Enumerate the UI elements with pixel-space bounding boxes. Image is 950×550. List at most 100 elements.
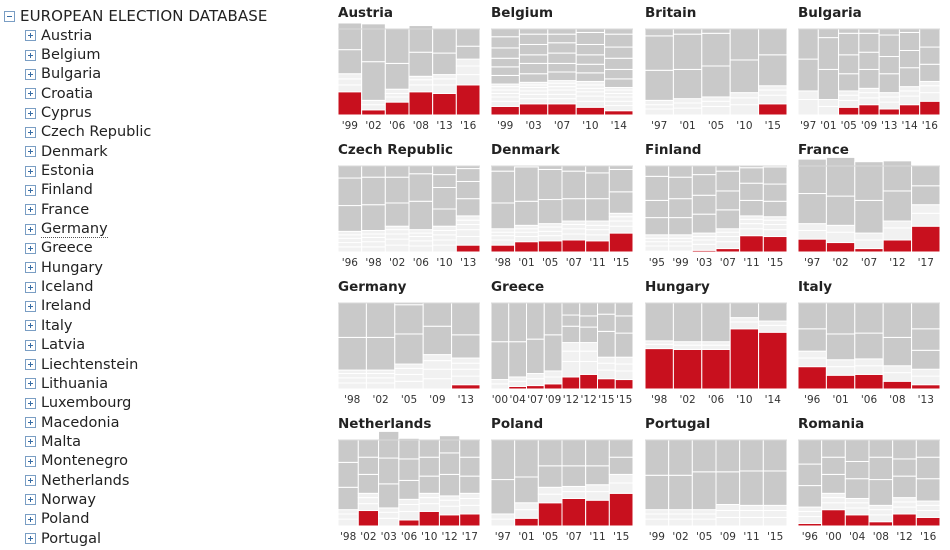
bar-'99[interactable] (337, 22, 363, 116)
bar-'12[interactable] (561, 302, 581, 390)
expand-icon[interactable] (25, 262, 36, 274)
bar-'16[interactable] (455, 28, 481, 116)
bar-'17[interactable] (911, 165, 941, 253)
bar-'99[interactable] (668, 165, 693, 253)
tree-item-ireland[interactable]: Ireland (4, 297, 324, 316)
expand-icon[interactable] (25, 320, 36, 332)
tree-item-malta[interactable]: Malta (4, 432, 324, 451)
bar-'13[interactable] (911, 302, 941, 390)
bar-'09[interactable] (858, 28, 880, 116)
bar-'10[interactable] (575, 28, 606, 116)
bar-'08[interactable] (408, 25, 434, 116)
bar-'10[interactable] (432, 165, 457, 253)
bar-'16[interactable] (915, 439, 941, 527)
bar-'14[interactable] (758, 302, 788, 390)
collapse-icon[interactable] (4, 10, 15, 22)
tree-item-luxembourg[interactable]: Luxembourg (4, 394, 324, 413)
bar-'98[interactable] (644, 302, 674, 390)
bar-'10[interactable] (729, 302, 760, 390)
expand-icon[interactable] (25, 281, 36, 293)
tree-item-cyprus[interactable]: Cyprus (4, 103, 324, 122)
expand-icon[interactable] (25, 242, 36, 254)
bar-'15[interactable] (762, 439, 788, 527)
bar-'00[interactable] (490, 302, 510, 390)
bar-'05[interactable] (537, 165, 563, 253)
tree-item-finland[interactable]: Finland (4, 181, 324, 200)
bar-'10[interactable] (729, 28, 760, 116)
bar-'03[interactable] (518, 28, 549, 116)
expand-icon[interactable] (25, 494, 36, 506)
bar-'15[interactable] (762, 165, 788, 253)
bar-'15[interactable] (614, 302, 634, 390)
bar-'07[interactable] (561, 165, 587, 253)
expand-icon[interactable] (25, 126, 36, 138)
bar-'02[interactable] (357, 439, 380, 527)
expand-icon[interactable] (25, 204, 36, 216)
tree-item-denmark[interactable]: Denmark (4, 142, 324, 161)
bar-'11[interactable] (739, 439, 764, 527)
bar-'99[interactable] (490, 28, 520, 116)
bar-'15[interactable] (758, 28, 788, 116)
bar-'07[interactable] (561, 439, 587, 527)
tree-root[interactable]: EUROPEAN ELECTION DATABASE (4, 6, 324, 26)
tree-item-greece[interactable]: Greece (4, 239, 324, 258)
expand-icon[interactable] (25, 49, 36, 61)
tree-item-croatia[interactable]: Croatia (4, 84, 324, 103)
expand-icon[interactable] (25, 436, 36, 448)
bar-'12[interactable] (892, 439, 917, 527)
expand-icon[interactable] (25, 300, 36, 312)
bar-'09[interactable] (422, 302, 453, 390)
bar-'15[interactable] (608, 439, 634, 527)
bar-'98[interactable] (490, 165, 516, 253)
bar-'08[interactable] (882, 302, 913, 390)
tree-item-montenegro[interactable]: Montenegro (4, 452, 324, 471)
bar-'06[interactable] (408, 165, 434, 253)
bar-'17[interactable] (459, 439, 481, 527)
bar-'04[interactable] (844, 439, 870, 527)
expand-icon[interactable] (25, 513, 36, 525)
bar-'11[interactable] (585, 165, 610, 253)
bar-'11[interactable] (739, 165, 764, 253)
bar-'13[interactable] (878, 28, 900, 116)
expand-icon[interactable] (25, 533, 36, 545)
expand-icon[interactable] (25, 475, 36, 487)
tree-item-poland[interactable]: Poland (4, 510, 324, 529)
bar-'13[interactable] (432, 28, 457, 116)
bar-'02[interactable] (825, 156, 856, 253)
bar-'06[interactable] (398, 437, 420, 527)
tree-item-liechtenstein[interactable]: Liechtenstein (4, 355, 324, 374)
expand-icon[interactable] (25, 107, 36, 119)
bar-'16[interactable] (919, 28, 941, 116)
bar-'00[interactable] (821, 439, 846, 527)
bar-'02[interactable] (361, 23, 386, 116)
expand-icon[interactable] (25, 30, 36, 42)
expand-icon[interactable] (25, 184, 36, 196)
tree-item-norway[interactable]: Norway (4, 490, 324, 509)
bar-'96[interactable] (797, 439, 823, 527)
bar-'06[interactable] (854, 302, 884, 390)
tree-item-italy[interactable]: Italy (4, 316, 324, 335)
tree-item-lithuania[interactable]: Lithuania (4, 374, 324, 393)
bar-'09[interactable] (543, 302, 563, 390)
bar-'13[interactable] (451, 302, 481, 390)
bar-'01[interactable] (514, 165, 539, 253)
bar-'01[interactable] (817, 28, 840, 116)
bar-'96[interactable] (797, 302, 827, 390)
bar-'10[interactable] (418, 439, 440, 527)
bar-'12[interactable] (579, 302, 598, 390)
tree-item-iceland[interactable]: Iceland (4, 277, 324, 296)
bar-'03[interactable] (691, 165, 717, 253)
expand-icon[interactable] (25, 359, 36, 371)
expand-icon[interactable] (25, 455, 36, 467)
bar-'08[interactable] (868, 439, 894, 527)
bar-'98[interactable] (361, 165, 386, 253)
tree-item-bulgaria[interactable]: Bulgaria (4, 65, 324, 84)
bar-'95[interactable] (644, 165, 670, 253)
tree-item-netherlands[interactable]: Netherlands (4, 471, 324, 490)
bar-'12[interactable] (438, 435, 461, 527)
bar-'01[interactable] (672, 28, 703, 116)
bar-'09[interactable] (715, 439, 741, 527)
bar-'07[interactable] (854, 161, 884, 253)
bar-'12[interactable] (882, 160, 913, 253)
bar-'03[interactable] (378, 430, 400, 527)
